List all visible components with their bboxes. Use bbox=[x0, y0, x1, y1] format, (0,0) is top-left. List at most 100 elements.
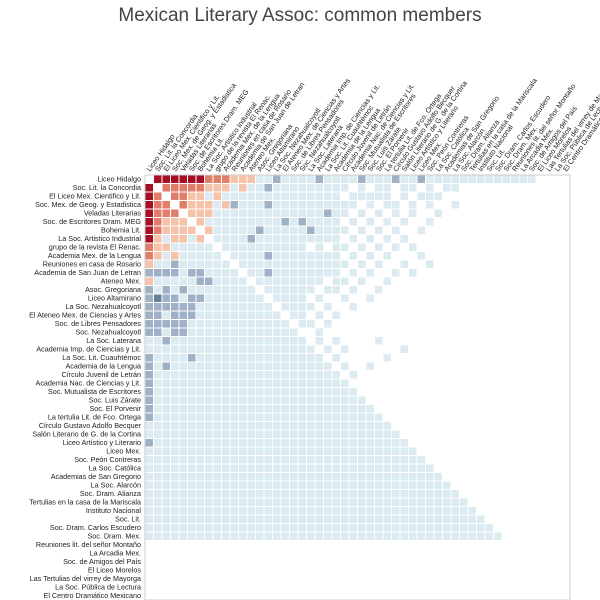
heatmap-cell bbox=[162, 277, 170, 285]
heatmap-cell bbox=[256, 405, 264, 413]
heatmap-cell bbox=[366, 413, 374, 421]
heatmap-cell bbox=[349, 201, 357, 209]
heatmap-cell bbox=[409, 490, 417, 498]
heatmap-cell bbox=[247, 184, 255, 192]
heatmap-cell bbox=[179, 201, 187, 209]
heatmap-cell bbox=[247, 430, 255, 438]
heatmap-cell bbox=[392, 473, 400, 481]
heatmap-cell bbox=[222, 328, 230, 336]
heatmap-cell bbox=[281, 345, 289, 353]
heatmap-cell bbox=[230, 235, 238, 243]
heatmap-cell bbox=[298, 507, 306, 515]
heatmap-cell bbox=[145, 532, 153, 540]
heatmap-cell bbox=[375, 209, 383, 217]
heatmap-cell bbox=[171, 252, 179, 260]
heatmap-cell bbox=[324, 379, 332, 387]
heatmap-cell bbox=[307, 413, 315, 421]
heatmap-cell bbox=[162, 532, 170, 540]
row-label: La Soc. Nezahualcoyotl bbox=[65, 302, 141, 311]
heatmap-cell bbox=[230, 498, 238, 506]
heatmap-cell bbox=[332, 184, 340, 192]
heatmap-cell bbox=[145, 252, 153, 260]
heatmap-cell bbox=[273, 498, 281, 506]
heatmap-cell bbox=[154, 371, 162, 379]
heatmap-cell bbox=[205, 184, 213, 192]
heatmap-cell bbox=[239, 396, 247, 404]
row-label: grupo de la revista El Renac. bbox=[49, 242, 141, 251]
heatmap-cell bbox=[154, 524, 162, 532]
heatmap-cell bbox=[298, 362, 306, 370]
heatmap-cell bbox=[341, 175, 349, 183]
heatmap-cell bbox=[332, 371, 340, 379]
heatmap-cell bbox=[332, 311, 340, 319]
heatmap-cell bbox=[349, 447, 357, 455]
heatmap-cell bbox=[239, 337, 247, 345]
heatmap-cell bbox=[281, 481, 289, 489]
heatmap-cell bbox=[179, 303, 187, 311]
heatmap-cell bbox=[171, 473, 179, 481]
heatmap-cell bbox=[196, 260, 204, 268]
heatmap-cell bbox=[230, 507, 238, 515]
heatmap-cell bbox=[188, 320, 196, 328]
heatmap-cell bbox=[239, 226, 247, 234]
heatmap-cell bbox=[341, 243, 349, 251]
heatmap-cell bbox=[349, 388, 357, 396]
heatmap-cell bbox=[468, 175, 476, 183]
heatmap-cell bbox=[485, 524, 493, 532]
heatmap-cell bbox=[239, 456, 247, 464]
heatmap-cell bbox=[196, 192, 204, 200]
heatmap-cell bbox=[324, 252, 332, 260]
heatmap-cell bbox=[366, 405, 374, 413]
heatmap-cell bbox=[179, 218, 187, 226]
heatmap-cell bbox=[179, 388, 187, 396]
heatmap-cell bbox=[366, 490, 374, 498]
heatmap-cell bbox=[324, 481, 332, 489]
heatmap-cell bbox=[256, 243, 264, 251]
heatmap-cell bbox=[222, 337, 230, 345]
heatmap-cell bbox=[222, 371, 230, 379]
heatmap-cell bbox=[281, 201, 289, 209]
heatmap-cell bbox=[247, 498, 255, 506]
heatmap-cell bbox=[290, 201, 298, 209]
heatmap-cell bbox=[222, 294, 230, 302]
heatmap-cell bbox=[239, 192, 247, 200]
heatmap-cell bbox=[145, 473, 153, 481]
heatmap-cell bbox=[239, 473, 247, 481]
heatmap-cell bbox=[256, 252, 264, 260]
heatmap-cell bbox=[383, 422, 391, 430]
heatmap-cell bbox=[222, 362, 230, 370]
heatmap-cell bbox=[222, 192, 230, 200]
heatmap-cell bbox=[451, 498, 459, 506]
heatmap-cell bbox=[451, 201, 459, 209]
heatmap-cell bbox=[307, 269, 315, 277]
heatmap-cell bbox=[273, 388, 281, 396]
heatmap-cell bbox=[315, 277, 323, 285]
heatmap-cell bbox=[162, 209, 170, 217]
heatmap-cell bbox=[239, 447, 247, 455]
heatmap-cell bbox=[273, 192, 281, 200]
heatmap-cell bbox=[307, 490, 315, 498]
heatmap-cell bbox=[162, 405, 170, 413]
heatmap-cell bbox=[256, 532, 264, 540]
heatmap-cell bbox=[298, 286, 306, 294]
heatmap-cell bbox=[400, 439, 408, 447]
heatmap-cell bbox=[154, 473, 162, 481]
heatmap-cell bbox=[162, 260, 170, 268]
heatmap-cell bbox=[273, 260, 281, 268]
heatmap-cell bbox=[307, 277, 315, 285]
heatmap-cell bbox=[315, 532, 323, 540]
heatmap-cell bbox=[188, 388, 196, 396]
heatmap-cell bbox=[145, 524, 153, 532]
heatmap-cell bbox=[290, 260, 298, 268]
heatmap-cell bbox=[434, 524, 442, 532]
heatmap-cell bbox=[375, 286, 383, 294]
heatmap-cell bbox=[196, 439, 204, 447]
heatmap-cell bbox=[315, 439, 323, 447]
heatmap-cell bbox=[358, 481, 366, 489]
heatmap-cell bbox=[154, 311, 162, 319]
heatmap-cell bbox=[281, 447, 289, 455]
heatmap-cell bbox=[332, 430, 340, 438]
heatmap-cell bbox=[494, 532, 502, 540]
heatmap-cell bbox=[196, 371, 204, 379]
heatmap-cell bbox=[145, 311, 153, 319]
